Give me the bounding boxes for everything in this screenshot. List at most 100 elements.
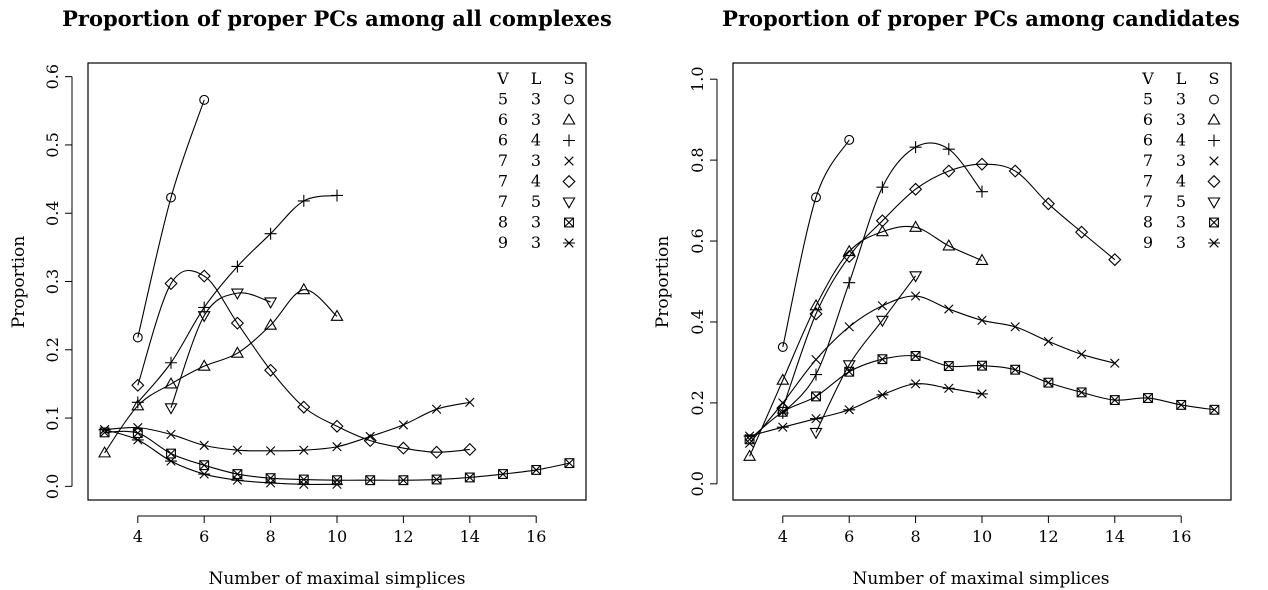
right-series-v5-l3-point [777,342,788,352]
left-legend-v: 6 [498,110,508,129]
right-legend-l: 3 [1176,151,1186,170]
right-series-v7-l3-point [977,315,987,326]
right-series-v8-l3-point [1010,364,1021,375]
right-series-v7-l3 [744,291,1120,449]
left-series-v7-l3-point [232,445,243,455]
right-series-v7-l5-point [909,271,923,283]
left-x-tick-label: 10 [327,527,347,546]
left-y-tick-label: 0.0 [43,474,62,499]
right-series-v9-l3-point [843,405,856,415]
right-x-tick-label: 8 [911,527,921,546]
left-series-v7-l4 [131,269,477,459]
left-chart-title: Proportion of proper PCs among all compl… [62,6,612,31]
left-series-v7-l4-line [137,269,470,453]
right-series-v5-l3-point [844,134,855,145]
right-x-tick-label: 14 [1105,527,1125,546]
right-series-v8-l3-point [1176,399,1187,410]
right-series-v6-l3-point [809,298,823,311]
left-series-v8-l3-point [365,475,376,486]
left-series-v8-l3-point [431,474,442,485]
right-series-v7-l3-point [944,304,954,314]
right-series-v7-l3-point [910,291,921,301]
left-legend-symbol [564,217,574,228]
left-y-tick-label: 0.2 [43,337,62,362]
right-legend-l: 3 [1176,90,1186,109]
right-chart-title: Proportion of proper PCs among candidate… [722,6,1240,31]
left-series-v8-l3-point [166,448,176,459]
right-y-tick-label: 0.6 [688,228,707,253]
right-series-v6-l3-point [942,238,956,251]
left-series-v6-l3-point [297,282,311,295]
right-legend-v: 9 [1143,233,1153,252]
right-series-v6-l3-point [743,449,757,461]
left-legend-l: 3 [531,110,541,129]
left-series-v6-l3-line [104,289,338,454]
left-legend-l: 4 [531,172,541,191]
left-series-v7-l5-point [197,311,211,323]
left-series-v7-l4-point [430,445,444,459]
left-series-v7-l3-point [431,404,442,414]
right-series-v8-l3-point [977,360,987,371]
right-series-v6-l3-point [975,253,989,266]
right-series-v8-l3-point [1209,404,1220,415]
left-legend-header: S [564,69,575,88]
right-legend-v: 7 [1143,192,1153,211]
left-series-v7-l3-point [398,420,409,430]
right-series-v9-l3-point [909,379,922,389]
right-series-v6-l4-point [843,276,856,289]
left-series-v6-l4-point [297,194,310,207]
right-series-v8-l3-point [943,361,954,372]
right-y-tick-label: 0.4 [688,309,707,334]
right-series-v6-l4-point [942,143,955,156]
right-series-v7-l4-point [1008,164,1022,178]
left-series-v8-l3-line [104,430,570,481]
right-legend-v: 7 [1143,151,1153,170]
right-series-v9-l3-point [810,413,822,424]
right-series-v8-l3-point [777,406,788,417]
left-series-v8-l3-point [132,428,143,439]
left-series-v9-l3-point [231,475,244,485]
left-series-v6-l3-point [164,377,178,389]
right-series-v6-l4-point [810,368,822,381]
left-legend: V L S 5 3 6 3 6 4 7 3 7 4 7 5 8 3 9 3 [496,69,576,252]
right-legend-l: 5 [1176,192,1186,211]
right-chart-ylabel: Proportion [653,236,673,329]
right-legend-v: 6 [1143,131,1153,150]
right-series-v6-l3-line [749,225,983,457]
left-series-v5-l3-line [137,99,205,338]
left-series-v6-l4-point [331,189,343,202]
right-legend-symbol [1209,156,1219,166]
left-series-v7-l4-point [131,378,145,392]
right-legend-header: V [1141,69,1154,88]
left-series-v9-l3-point [264,478,277,488]
right-legend-v: 8 [1143,213,1153,232]
left-series-v6-l3 [98,282,344,458]
left-legend-v: 8 [498,213,508,232]
right-series-v7-l5-line [815,275,917,433]
left-series-v5-l3-point [199,94,210,105]
right-series-v7-l4-line [782,163,1116,409]
left-y-tick-label: 0.6 [43,64,62,89]
right-series-v8-l3-point [1143,393,1153,403]
right-series-v6-l3 [743,220,989,461]
right-series-v7-l4-point [1041,197,1055,211]
left-chart-xlabel: Number of maximal simplices [208,569,465,589]
left-series-v8-l3-point [464,472,475,483]
right-legend-symbol [1207,197,1221,209]
right-legend-l: 3 [1176,233,1186,252]
right-legend-symbol [1208,238,1220,248]
left-x-tick-label: 14 [460,527,480,546]
left-series-v6-l4-point [165,356,177,369]
left-legend-v: 5 [498,90,508,109]
left-series-v7-l4-point [396,441,410,455]
left-series-v6-l3-point [264,318,278,330]
left-series-v7-l4-point [264,363,278,377]
left-series-v6-l3-point [230,346,244,358]
left-series-v7-l3-point [465,397,475,408]
right-series-v8-l3-point [1076,387,1087,398]
right-series-v7-l4-point [809,307,823,321]
left-legend-l: 3 [531,90,541,109]
right-series-v5-l3-point [811,192,821,203]
left-chart-panel: Proportion of proper PCs among all compl… [9,6,612,589]
left-series-v6-l4-point [131,396,144,409]
